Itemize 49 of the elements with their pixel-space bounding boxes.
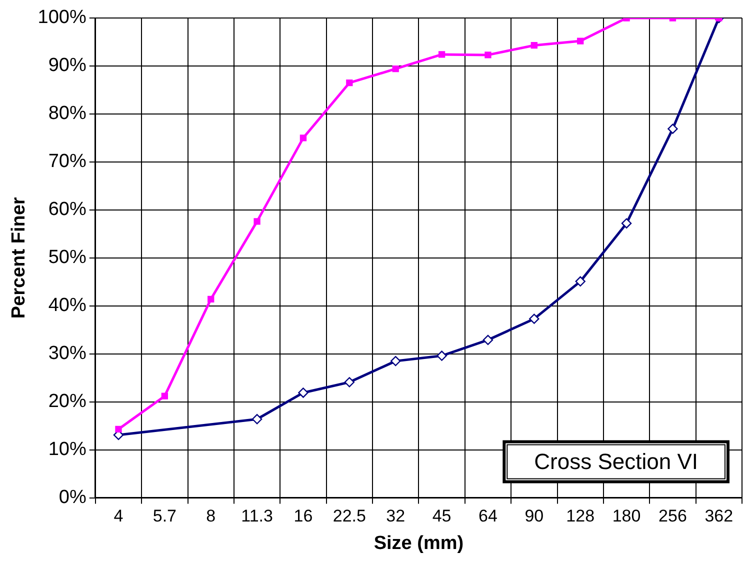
point <box>252 414 262 424</box>
point <box>436 350 447 361</box>
point <box>208 296 214 302</box>
point <box>115 426 122 433</box>
y-tick-label: 20% <box>48 391 86 412</box>
x-tick-label: 256 <box>658 506 687 526</box>
point <box>390 356 401 366</box>
x-tick-label: 22.5 <box>332 506 366 526</box>
x-tick-label: 5.7 <box>152 506 176 526</box>
x-tick-label: 16 <box>294 506 313 526</box>
point <box>529 314 540 324</box>
annotation: Cross Section VI <box>534 448 698 474</box>
point <box>577 38 584 44</box>
point <box>346 79 353 86</box>
point <box>482 334 494 346</box>
x-tick-label: 128 <box>566 506 595 526</box>
y-tick-label: 50% <box>48 247 86 268</box>
x-tick-label: 90 <box>524 506 544 526</box>
x-tick-label: 8 <box>206 506 216 526</box>
point <box>621 218 632 228</box>
point <box>254 218 260 225</box>
x-tick-label: 180 <box>612 506 641 526</box>
point <box>575 276 586 287</box>
point <box>530 42 538 49</box>
point <box>344 377 355 388</box>
x-axis-title: Size (mm) <box>374 532 464 554</box>
point <box>298 388 308 398</box>
point <box>484 52 492 58</box>
y-tick-label: 70% <box>48 151 86 172</box>
point <box>668 124 678 134</box>
y-tick-label: 30% <box>48 343 86 364</box>
y-tick-label: 100% <box>38 7 86 28</box>
y-axis-title: Percent Finer <box>8 196 30 319</box>
y-tick-label: 80% <box>48 103 86 124</box>
x-tick-label: 32 <box>386 506 406 526</box>
x-tick-label: 45 <box>432 506 452 526</box>
x-tick-label: 11.3 <box>241 506 273 526</box>
point <box>392 66 399 72</box>
y-tick-label: 0% <box>58 487 86 508</box>
x-tick-label: 4 <box>114 506 124 526</box>
y-tick-label: 60% <box>48 199 86 220</box>
y-tick-label: 10% <box>48 439 86 460</box>
x-tick-label: 64 <box>478 506 498 526</box>
point <box>300 134 307 142</box>
y-tick-label: 40% <box>48 295 86 316</box>
point <box>161 392 168 400</box>
point <box>438 51 446 58</box>
y-tick-label: 90% <box>48 55 86 76</box>
x-tick-label: 362 <box>704 506 734 526</box>
